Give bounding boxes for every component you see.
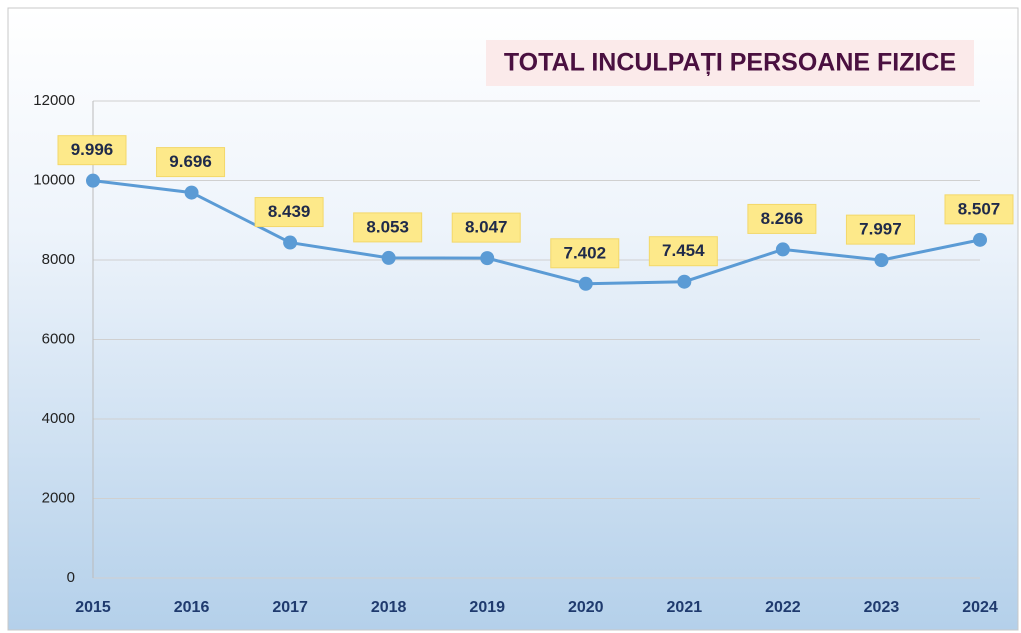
x-tick-label: 2024: [962, 599, 998, 616]
value-label: 9.696: [169, 152, 212, 171]
value-label: 8.053: [366, 217, 409, 236]
x-tick-label: 2016: [174, 599, 210, 616]
x-tick-label: 2017: [272, 599, 308, 616]
point: [973, 232, 987, 247]
chart-area: [7, 7, 1019, 631]
line: [92, 179, 981, 286]
point: [578, 276, 593, 291]
point: [775, 242, 790, 257]
point: [381, 250, 396, 265]
y-tick-label: 10000: [33, 171, 75, 188]
point: [677, 274, 692, 289]
point: [184, 185, 199, 200]
label-box: [254, 197, 324, 228]
label-box: [845, 214, 915, 245]
x-tick-label: 2015: [75, 599, 111, 616]
value-label: 8.266: [761, 209, 804, 228]
label-box: [451, 212, 521, 243]
label-box: [156, 147, 226, 178]
point: [283, 235, 298, 250]
y-tick-label: 8000: [42, 251, 75, 268]
value-label: 8.047: [465, 218, 508, 237]
y-tick-label: 12000: [33, 92, 75, 109]
point: [874, 253, 889, 268]
x-tick-label: 2019: [469, 599, 505, 616]
x-tick-label: 2021: [667, 599, 703, 616]
label-box: [944, 194, 1014, 225]
point: [86, 173, 100, 188]
x-tick-label: 2020: [568, 599, 604, 616]
x-tick-label: 2022: [765, 599, 801, 616]
label-box: [747, 203, 817, 234]
y-tick-label: 0: [67, 569, 75, 586]
y-tick-label: 2000: [42, 489, 75, 506]
chart-title: TOTAL INCULPAȚI PERSOANE FIZICE: [504, 49, 956, 77]
y-tick-label: 4000: [42, 410, 75, 427]
value-label: 7.402: [564, 243, 607, 262]
value-label: 7.454: [662, 241, 705, 260]
value-label: 8.507: [958, 199, 1001, 218]
x-tick-label: 2018: [371, 599, 407, 616]
y-tick-label: 6000: [42, 330, 75, 347]
label-box: [353, 212, 423, 243]
value-label: 9.996: [71, 140, 114, 159]
point: [480, 251, 495, 266]
title-box: [486, 40, 974, 86]
value-label: 7.997: [859, 220, 902, 239]
value-label: 8.439: [268, 202, 311, 221]
label-box: [648, 236, 718, 267]
x-tick-label: 2023: [864, 599, 900, 616]
label-box: [550, 238, 620, 269]
label-box: [57, 135, 127, 166]
